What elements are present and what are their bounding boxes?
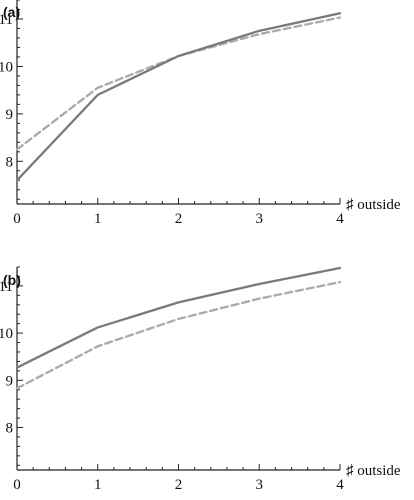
panel-b-x-tick-label: 1 — [94, 477, 102, 493]
panel-a: 8 9 10 11 0 1 2 3 4♯ outside (a) — [0, 0, 401, 227]
panel-b-y-tick-label: 9 — [6, 373, 14, 389]
panel-b-x-tick-label: 0 — [13, 477, 21, 493]
panel-a-panel-label: (a) — [3, 4, 20, 20]
panel-a-x-tick-label: 1 — [94, 211, 102, 227]
panel-b-y-tick-label: 10 — [0, 326, 13, 342]
panel-a-y-tick-label: 11 — [0, 12, 13, 28]
panel-a-y-tick-label: 10 — [0, 59, 13, 75]
panel-b-x-axis-title: ♯ outside — [346, 463, 401, 479]
panel-a-x-tick-label: 3 — [256, 211, 264, 227]
panel-b-y-tick-label: 11 — [0, 279, 13, 295]
panel-b-x-tick-label: 2 — [175, 477, 183, 493]
panel-a-x-tick-label: 4 — [336, 211, 344, 227]
panel-b-series-solid-line — [15, 266, 342, 369]
panel-a-x-tick-label: 0 — [13, 211, 21, 227]
panel-b-x-tick-label: 4 — [336, 477, 344, 493]
panel-b-panel-label: (b) — [3, 272, 21, 288]
panel-b-series-dashed-line — [15, 280, 342, 390]
panel-b: 8 9 10 11 0 1 2 3 4♯ outside (b) — [0, 266, 401, 493]
panel-a-x-tick-label: 2 — [175, 211, 183, 227]
panel-a-y-tick-label: 9 — [6, 107, 14, 123]
panel-a-x-axis-title: ♯ outside — [346, 197, 401, 213]
panel-a-series-solid-line — [15, 12, 342, 182]
panel-a-y-tick-label: 8 — [6, 154, 14, 170]
panel-b-y-tick-label: 8 — [6, 421, 14, 437]
panel-b-x-tick-label: 3 — [256, 477, 264, 493]
